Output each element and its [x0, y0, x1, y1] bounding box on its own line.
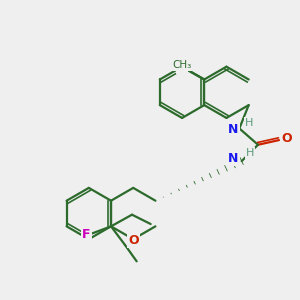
Text: N: N	[228, 123, 239, 136]
Text: O: O	[282, 132, 292, 146]
Text: CH₃: CH₃	[172, 61, 192, 70]
Text: O: O	[128, 234, 139, 247]
Text: F: F	[82, 228, 91, 241]
Text: H: H	[244, 118, 253, 128]
Text: H: H	[246, 148, 254, 158]
Text: N: N	[228, 152, 239, 165]
Text: N: N	[177, 60, 187, 73]
